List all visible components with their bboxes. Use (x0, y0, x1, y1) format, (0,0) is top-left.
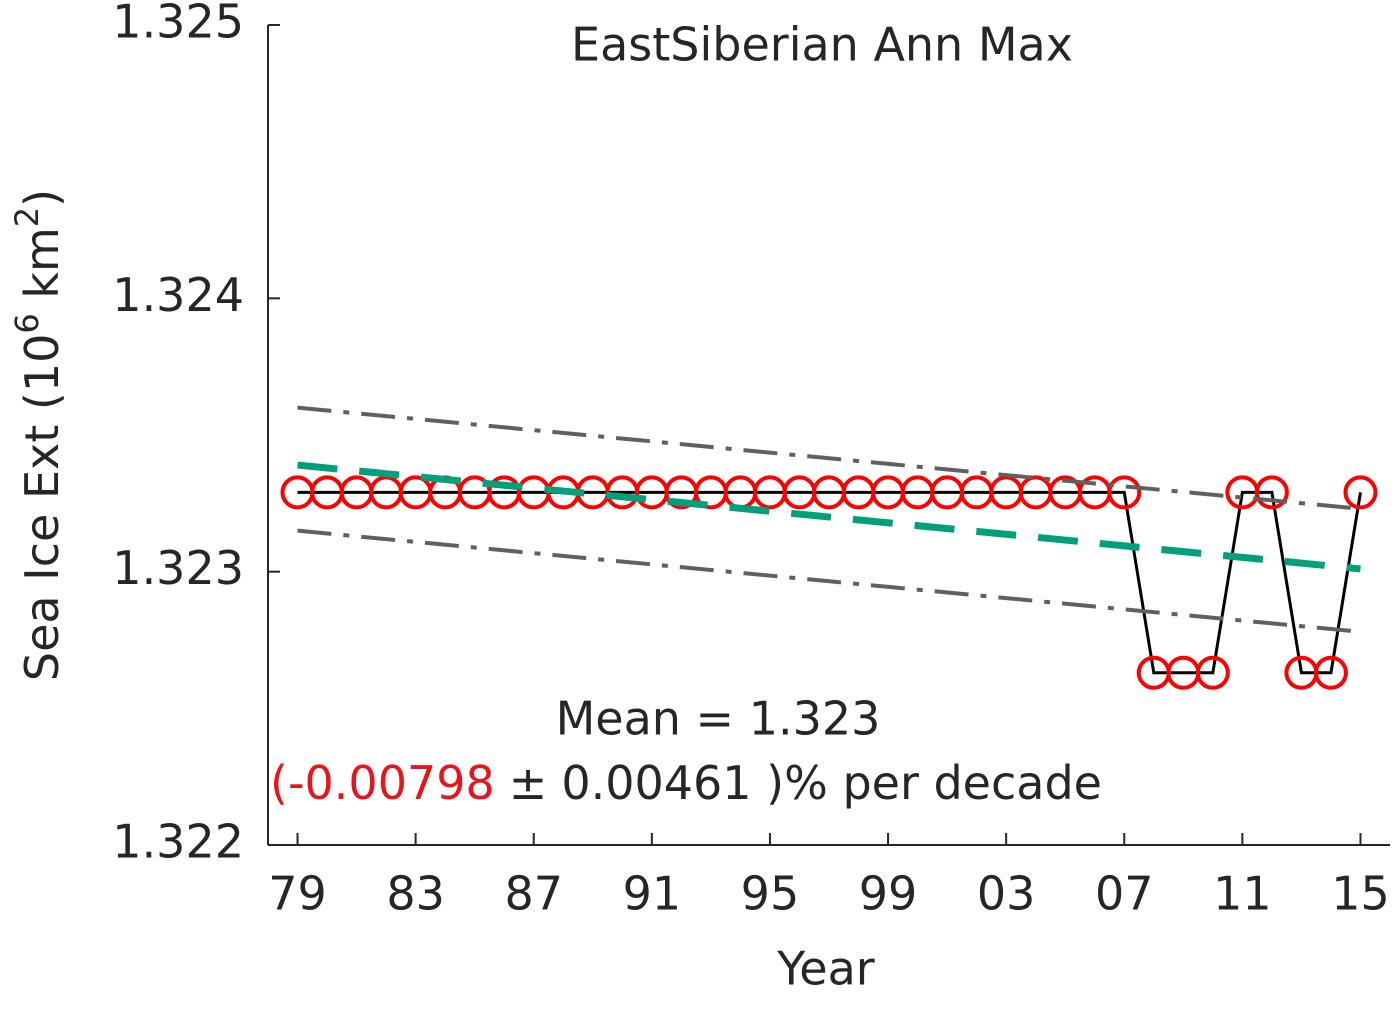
plus-minus: ± (509, 756, 548, 810)
x-tick-label: 07 (1095, 867, 1154, 921)
x-tick-label: 15 (1331, 867, 1390, 921)
data-point (1343, 475, 1378, 510)
y-tick-label: 1.323 (112, 541, 244, 595)
x-tick-label: 87 (504, 867, 563, 921)
y-label-sup: 2 (8, 207, 46, 227)
trend-line (297, 461, 1361, 573)
mean-annotation: Mean = 1.323 (556, 692, 881, 746)
y-tick-label: 1.322 (112, 815, 244, 869)
x-tick-label: 03 (977, 867, 1036, 921)
x-tick-label: 99 (859, 867, 918, 921)
confidence-line (297, 528, 1361, 634)
y-tick-label: 1.325 (112, 0, 244, 49)
y-axis-label: Sea Ice Ext (106 km2) (8, 189, 69, 681)
y-label-sup: 6 (8, 313, 46, 333)
x-tick-label: 91 (623, 867, 682, 921)
y-label-text: km (15, 227, 69, 313)
x-tick-label: 95 (741, 867, 800, 921)
x-tick-label: 79 (268, 867, 327, 921)
confidence-line (297, 405, 1361, 511)
y-tick-label: 1.324 (112, 268, 244, 322)
x-axis-label: Year (776, 942, 874, 996)
chart-title: EastSiberian Ann Max (571, 18, 1073, 72)
trend-annotation: (-0.00798 ±0.00461 )% per decade (270, 756, 1102, 810)
data-point (1254, 475, 1289, 510)
trend-value: (-0.00798 (270, 756, 495, 810)
data-line (297, 490, 1362, 675)
y-label-text: ) (15, 189, 69, 207)
x-tick-label: 11 (1213, 867, 1272, 921)
x-tick-label: 83 (386, 867, 445, 921)
y-label-text: Sea Ice Ext (10 (15, 334, 69, 682)
data-point (1313, 655, 1348, 690)
data-point (1107, 475, 1142, 510)
data-point (1195, 655, 1230, 690)
trend-error: 0.00461 )% per decade (561, 756, 1102, 810)
